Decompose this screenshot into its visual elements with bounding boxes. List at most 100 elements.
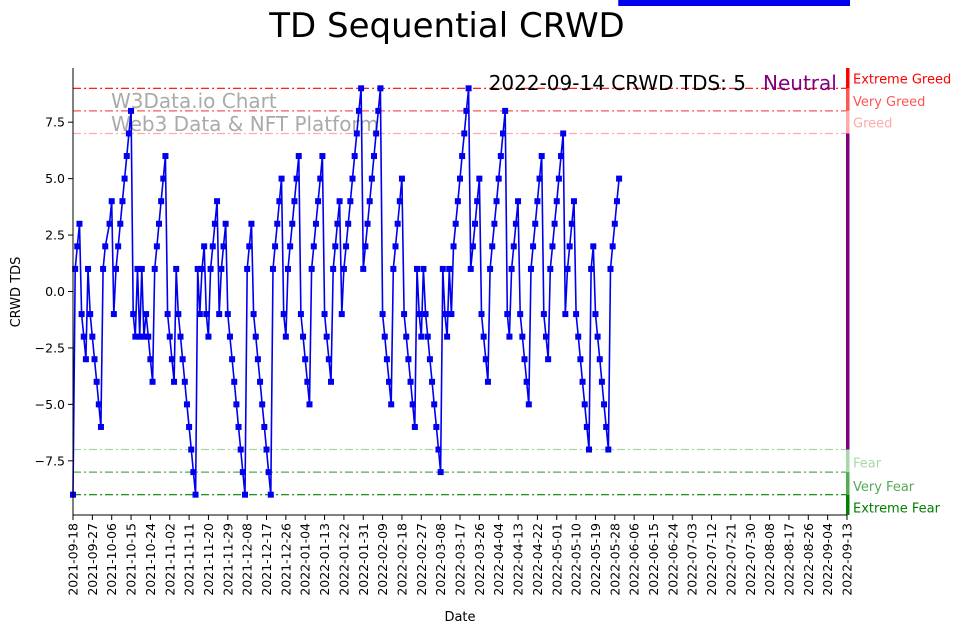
- data-point-191: [482, 356, 489, 363]
- data-point-235: [577, 356, 584, 363]
- x-tick-label-36: 2022-08-08: [762, 523, 777, 596]
- data-point-227: [560, 130, 567, 137]
- x-tick-label-1: 2021-09-27: [85, 523, 100, 596]
- data-point-92: [269, 265, 276, 272]
- data-point-94: [274, 220, 281, 227]
- data-point-149: [392, 243, 399, 250]
- data-point-202: [506, 333, 513, 340]
- data-point-14: [100, 265, 107, 272]
- data-point-2: [74, 243, 81, 250]
- data-point-61: [203, 311, 210, 318]
- data-point-250: [609, 243, 616, 250]
- data-point-156: [407, 378, 414, 385]
- data-point-161: [418, 333, 425, 340]
- data-point-148: [390, 265, 397, 272]
- data-point-10: [91, 356, 98, 363]
- x-tick-label-24: 2022-04-22: [530, 523, 545, 596]
- data-point-143: [379, 311, 386, 318]
- data-point-45: [168, 356, 175, 363]
- data-point-99: [285, 265, 291, 272]
- data-point-224: [553, 198, 560, 205]
- data-point-222: [549, 243, 556, 250]
- y-tick-label-2: −2.5: [35, 340, 65, 355]
- data-point-248: [605, 446, 612, 453]
- data-point-241: [590, 243, 597, 250]
- data-point-208: [519, 333, 526, 340]
- data-point-218: [540, 311, 547, 318]
- data-point-142: [377, 85, 384, 92]
- data-point-79: [242, 491, 248, 498]
- data-point-109: [306, 401, 313, 408]
- sidebar-segment-4: [846, 449, 850, 473]
- data-point-84: [252, 333, 259, 340]
- data-point-234: [575, 333, 582, 340]
- data-point-184: [467, 265, 474, 272]
- y-axis-ticks: −7.5 −5.0 −2.5 0.0 2.5 5.0 7.5: [35, 115, 73, 468]
- data-point-181: [461, 130, 468, 137]
- data-point-158: [411, 423, 418, 430]
- data-point-122: [334, 220, 341, 227]
- data-point-91: [267, 491, 274, 498]
- data-point-57: [194, 265, 201, 272]
- sidebar-segment-6: [846, 494, 850, 515]
- data-point-130: [351, 153, 358, 160]
- data-point-225: [555, 175, 562, 182]
- series-line: [72, 88, 620, 495]
- data-point-131: [353, 130, 360, 137]
- x-tick-label-28: 2022-05-28: [607, 523, 622, 596]
- data-point-32: [140, 333, 147, 340]
- data-point-173: [444, 333, 451, 340]
- data-point-220: [545, 356, 552, 363]
- data-point-229: [564, 265, 571, 272]
- data-point-85: [254, 356, 261, 363]
- data-point-90: [265, 469, 272, 476]
- x-tick-label-26: 2022-05-10: [569, 523, 584, 596]
- data-point-154: [403, 333, 410, 340]
- data-point-239: [586, 446, 592, 453]
- data-point-171: [439, 265, 446, 272]
- data-point-118: [325, 356, 332, 363]
- sidebar-segment-0: [846, 68, 850, 89]
- data-point-37: [151, 265, 158, 272]
- data-point-76: [235, 423, 242, 430]
- x-axis-ticks: 2021-09-18 2021-09-27 2021-10-06 2021-10-15…: [66, 515, 855, 596]
- data-point-75: [233, 401, 240, 408]
- sentiment-sidebar: Extreme Greed Very Greed Greed Fear Very Fea…: [846, 68, 951, 517]
- data-point-172: [441, 311, 448, 318]
- y-axis-label: CRWD TDS: [9, 257, 24, 328]
- data-point-40: [158, 198, 165, 205]
- data-point-199: [500, 130, 506, 137]
- data-point-34: [145, 333, 152, 340]
- data-point-211: [525, 401, 532, 408]
- data-point-81: [246, 243, 253, 250]
- data-point-232: [570, 198, 577, 205]
- data-point-162: [420, 265, 427, 272]
- data-point-157: [409, 401, 416, 408]
- data-point-233: [573, 311, 580, 318]
- data-point-150: [394, 220, 401, 227]
- x-tick-label-2: 2021-10-06: [104, 523, 119, 596]
- data-point-64: [209, 243, 216, 250]
- data-point-137: [366, 198, 373, 205]
- data-point-253: [616, 175, 623, 182]
- data-point-47: [173, 265, 180, 272]
- x-tick-label-37: 2022-08-17: [782, 523, 797, 596]
- data-point-237: [581, 401, 588, 408]
- data-point-216: [536, 175, 543, 182]
- y-tick-label-1: −5.0: [35, 397, 65, 412]
- data-point-238: [583, 423, 590, 430]
- data-point-55: [190, 469, 197, 476]
- data-point-123: [336, 198, 343, 205]
- data-point-203: [508, 265, 515, 272]
- data-point-15: [102, 243, 109, 250]
- data-point-41: [160, 175, 167, 182]
- data-point-183: [465, 85, 472, 92]
- data-point-213: [530, 243, 537, 250]
- data-point-115: [319, 153, 326, 160]
- data-point-103: [293, 175, 300, 182]
- data-point-174: [446, 265, 453, 272]
- data-point-190: [480, 333, 487, 340]
- chart-title: TD Sequential CRWD: [268, 6, 625, 46]
- data-point-164: [424, 333, 431, 340]
- data-point-153: [401, 311, 408, 318]
